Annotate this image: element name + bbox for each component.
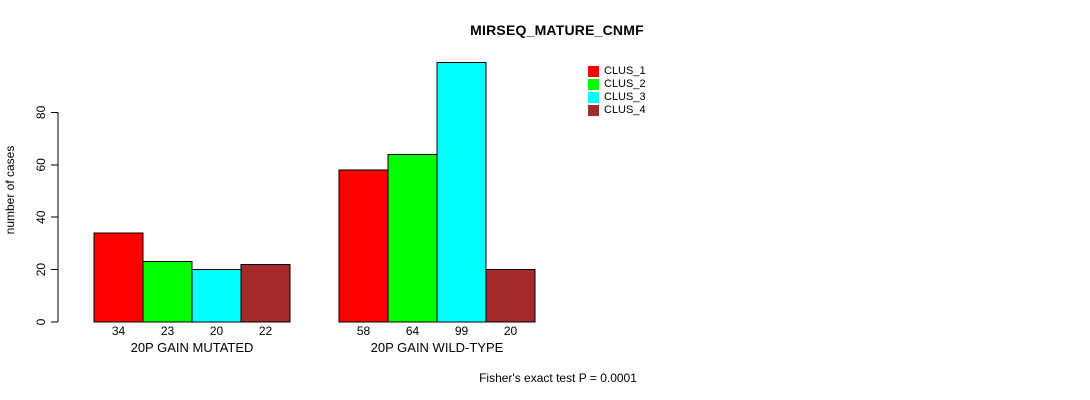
- bar-clus_1-group1: [93, 232, 144, 323]
- fisher-test-annotation: Fisher's exact test P = 0.0001: [479, 371, 637, 385]
- y-axis-tick-label: 0: [34, 318, 48, 325]
- legend-item: CLUS_1: [588, 65, 646, 78]
- chart-title: MIRSEQ_MATURE_CNMF: [470, 22, 644, 38]
- bar-clus_3-group1: [191, 269, 242, 323]
- bar-clus_3-group2: [436, 62, 487, 323]
- bar-clus_4-group2: [485, 269, 536, 323]
- legend-label: CLUS_2: [604, 78, 646, 90]
- bar-value-label: 23: [161, 324, 175, 338]
- legend-swatch-clus_3: [588, 92, 599, 103]
- bar-value-label: 20: [504, 324, 518, 338]
- y-axis-title: number of cases: [3, 146, 17, 235]
- bar-value-label: 22: [259, 324, 273, 338]
- bar-value-label: 20: [210, 324, 224, 338]
- y-axis-tick-label: 40: [34, 210, 48, 224]
- y-axis-tick-label: 20: [34, 263, 48, 277]
- y-axis-tick-label: 80: [34, 105, 48, 119]
- bar-value-label: 58: [357, 324, 371, 338]
- bar-value-label: 34: [112, 324, 126, 338]
- legend-label: CLUS_1: [604, 65, 646, 77]
- x-category-label: 20P GAIN MUTATED: [131, 340, 254, 355]
- bar-clus_2-group2: [387, 153, 438, 323]
- legend-item: CLUS_3: [588, 91, 646, 104]
- legend-item: CLUS_2: [588, 78, 646, 91]
- legend-item: CLUS_4: [588, 104, 646, 117]
- x-category-label: 20P GAIN WILD-TYPE: [371, 340, 504, 355]
- bar-value-label: 99: [455, 324, 469, 338]
- legend-swatch-clus_4: [588, 105, 599, 116]
- y-axis-tick-label: 60: [34, 158, 48, 172]
- bar-clus_2-group1: [142, 261, 193, 323]
- legend-label: CLUS_4: [604, 104, 646, 116]
- legend-label: CLUS_3: [604, 91, 646, 103]
- legend-swatch-clus_1: [588, 66, 599, 77]
- legend: CLUS_1 CLUS_2 CLUS_3 CLUS_4: [588, 65, 646, 117]
- bar-clus_1-group2: [338, 169, 389, 323]
- bar-value-label: 64: [406, 324, 420, 338]
- legend-swatch-clus_2: [588, 79, 599, 90]
- bar-clus_4-group1: [240, 263, 291, 323]
